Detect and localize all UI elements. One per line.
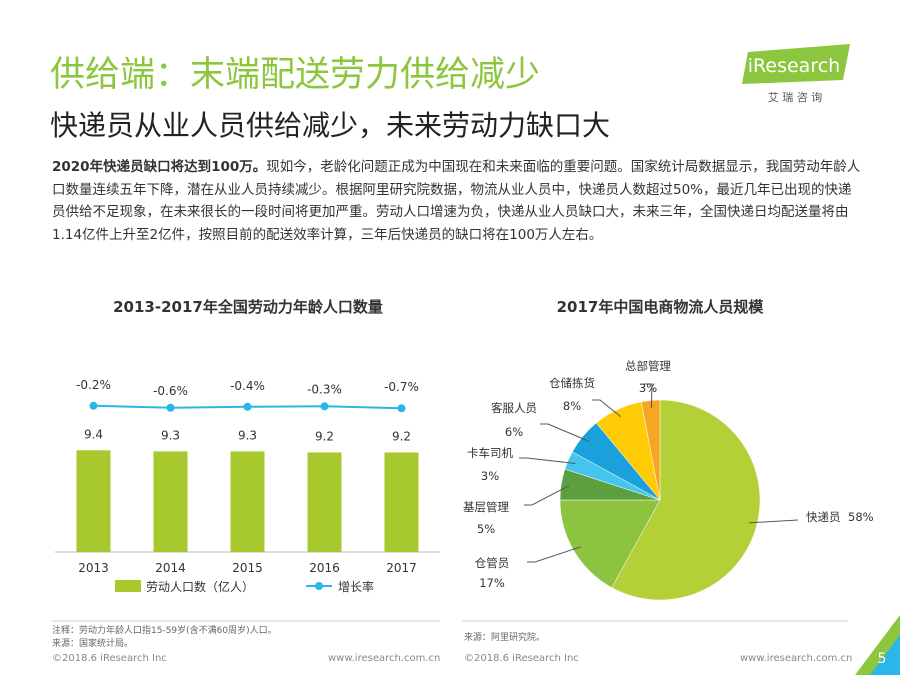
bar (230, 451, 265, 552)
data-label: 8% (563, 399, 581, 413)
data-label: 58% (848, 510, 874, 524)
logo-cn: 艾 瑞 咨 询 (768, 90, 823, 104)
legend-swatch (115, 580, 141, 592)
data-label: 5% (477, 522, 495, 536)
x-tick-label: 2016 (309, 561, 340, 575)
data-label: -0.2% (76, 378, 111, 392)
leader-line (644, 383, 653, 409)
data-label: -0.3% (307, 382, 342, 396)
leader-line (592, 399, 622, 418)
data-label: 3% (639, 381, 657, 395)
x-tick-label: 2017 (386, 561, 417, 575)
bar (153, 451, 188, 552)
subtitle: 快递员从业人员供给减少，未来劳动力缺口大 (50, 109, 611, 142)
slice-label: 仓管员 (475, 556, 510, 570)
page-number: 5 (878, 651, 887, 667)
slice-label: 客服人员 (491, 401, 537, 415)
data-label: -0.7% (384, 380, 419, 394)
body: 2020年快递员缺口将达到100万。现如今，老龄化问题正成为中国现在和未来面临的… (52, 156, 864, 246)
data-label: -0.4% (230, 379, 265, 393)
lead: 2020年快递员缺口将达到100万。 (52, 159, 267, 175)
legend-label: 劳动人口数（亿人） (146, 579, 254, 594)
bar (384, 452, 419, 552)
slice-label: 仓储拣货 (549, 376, 595, 390)
url: www.iresearch.com.cn (328, 653, 441, 664)
line-point (166, 403, 175, 412)
data-label: 9.4 (84, 427, 103, 441)
slice-label: 卡车司机 (467, 446, 513, 460)
data-label: -0.6% (153, 384, 188, 398)
title: 供给端：末端配送劳力供给减少 (50, 55, 541, 95)
data-label: 6% (505, 425, 523, 439)
logo-badge (742, 44, 850, 84)
x-tick-label: 2013 (78, 561, 109, 575)
line-point (89, 401, 98, 410)
legend-swatch (315, 582, 323, 590)
data-label: 3% (481, 469, 499, 483)
logo: iResearch (748, 55, 840, 77)
leader-line (527, 546, 581, 563)
source: 来源：阿里研究院。 (464, 633, 546, 643)
pie-slice (611, 399, 761, 601)
data-label: 9.3 (238, 428, 257, 442)
x-tick-label: 2014 (155, 561, 186, 575)
pie-slice (559, 499, 661, 588)
bar (307, 452, 342, 552)
note: 注释：劳动力年龄人口指15-59岁(含不满60周岁)人口。 (52, 626, 277, 636)
data-label: 17% (479, 576, 505, 590)
url: www.iresearch.com.cn (740, 653, 853, 664)
line-point (320, 402, 329, 411)
legend-label: 增长率 (338, 579, 374, 594)
bar (76, 450, 111, 552)
leader-line (749, 519, 799, 524)
data-label: 9.2 (392, 429, 411, 443)
slice-label: 总部管理 (625, 359, 671, 373)
leader-line (524, 485, 570, 506)
body-text: 现如今，老龄化问题正成为中国现在和未来面临的重要问题。国家统计局数据显示，我国劳… (52, 159, 861, 243)
data-label: 9.2 (315, 429, 334, 443)
line-point (243, 402, 252, 411)
pie-slice (640, 399, 661, 501)
x-tick-label: 2015 (232, 561, 263, 575)
corner (870, 635, 900, 675)
data-label: 9.3 (161, 428, 180, 442)
leader-line (519, 457, 576, 464)
chart-title: 2017年中国电商物流人员规模 (557, 298, 765, 316)
source: 来源：国家统计局。 (52, 639, 134, 649)
slice-label: 基层管理 (463, 500, 509, 514)
slice-label: 快递员 (806, 510, 841, 524)
copyright: ©2018.6 iResearch Inc (464, 653, 579, 664)
chart-title: 2013-2017年全国劳动力年龄人口数量 (113, 298, 383, 316)
line-point (397, 404, 406, 413)
leader-line (540, 423, 590, 442)
copyright: ©2018.6 iResearch Inc (52, 653, 167, 664)
